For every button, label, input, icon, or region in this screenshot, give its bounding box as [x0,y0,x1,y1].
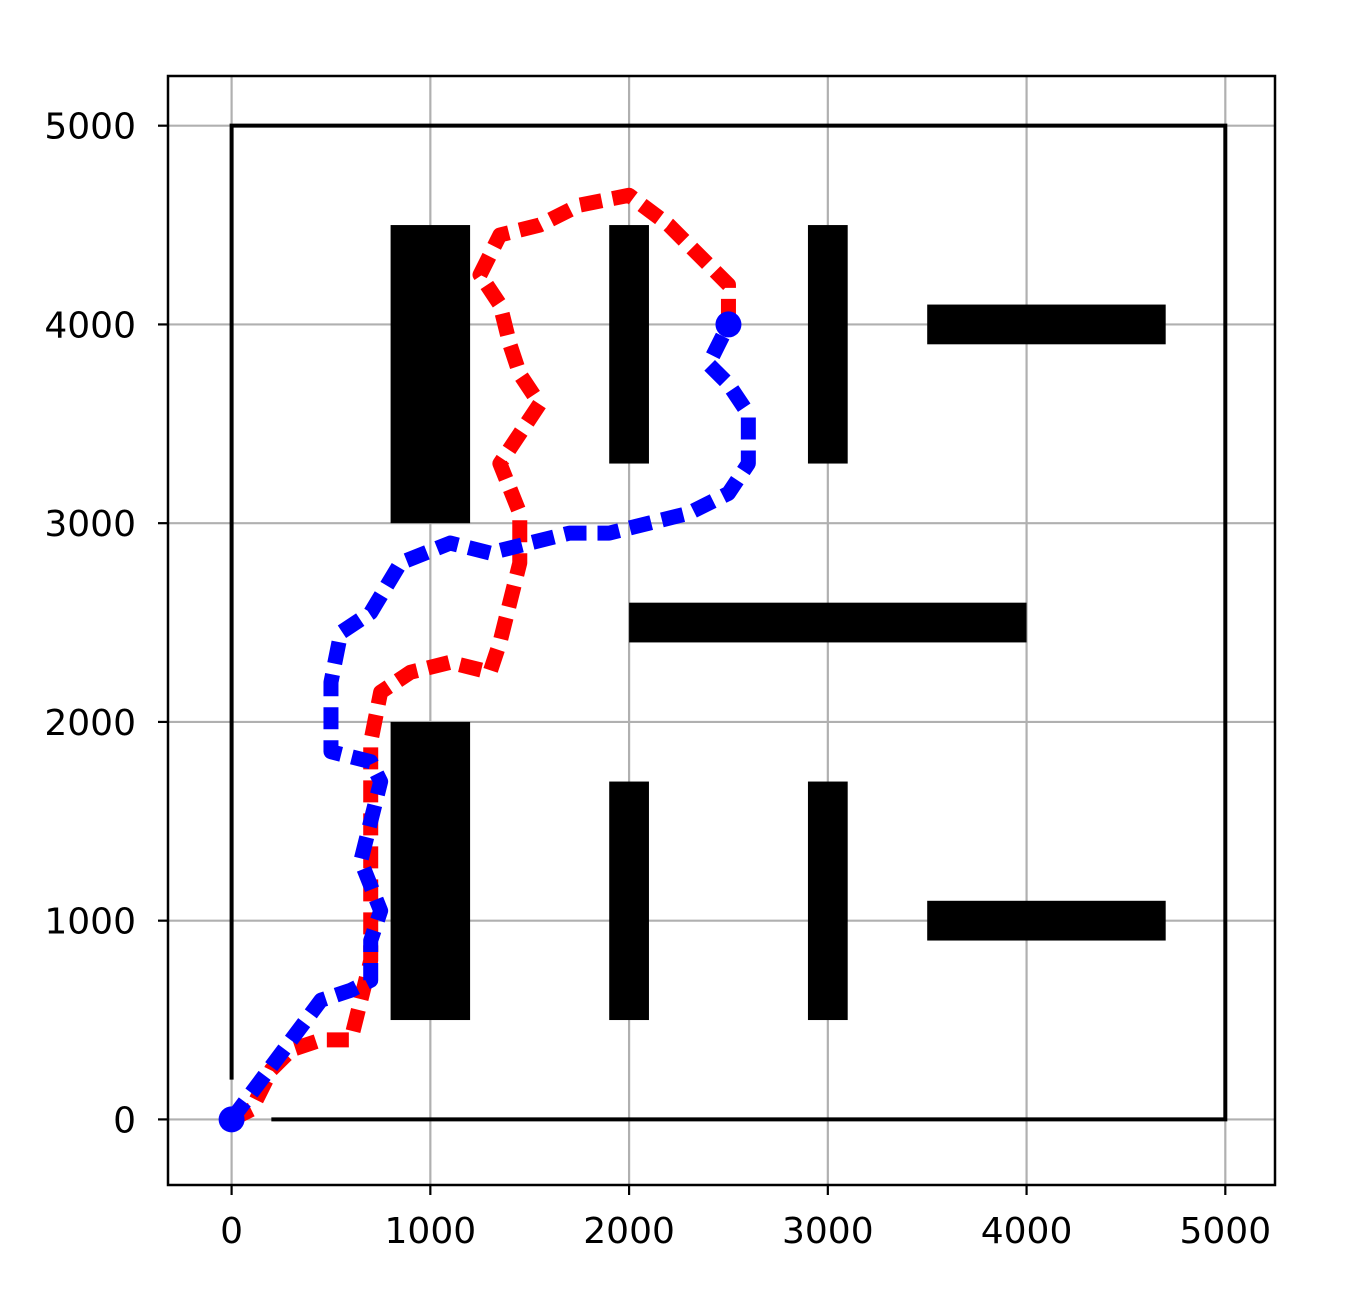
obstacles [390,225,1166,1021]
x-tick-label-0: 0 [220,1211,243,1252]
path-series-2 [228,187,736,1127]
y-tick-label-2000: 2000 [44,703,136,744]
obstacle-2 [609,225,649,464]
obstacle-5 [629,602,1027,643]
obstacle-8 [807,781,848,1021]
axis-ticks [158,124,1227,1195]
start-marker-1 [218,1106,245,1133]
obstacle-7 [609,781,649,1021]
x-tick-label-5000: 5000 [1180,1211,1272,1252]
obstacle-9 [927,900,1166,941]
path-markers [218,311,742,1133]
boundary-wall [229,123,1228,1122]
obstacle-4 [927,304,1166,345]
y-tick-label-3000: 3000 [44,504,136,545]
y-tick-label-4000: 4000 [44,305,136,346]
obstacle-6 [390,721,471,1021]
y-tick-label-5000: 5000 [44,107,136,148]
plot-frame [166,74,1277,1187]
x-tick-label-2000: 2000 [583,1211,675,1252]
path-series-1 [225,321,756,1124]
y-tick-label-0: 0 [113,1100,136,1141]
paths [225,187,756,1127]
map-boundary [229,123,1228,1122]
end-marker-1 [715,311,742,338]
y-tick-label-1000: 1000 [44,902,136,943]
tick-labels: 0 1000 2000 3000 4000 5000 0 1000 2000 3000 4000 50… [44,107,1271,1252]
x-tick-label-3000: 3000 [782,1211,874,1252]
x-tick-label-1000: 1000 [385,1211,477,1252]
obstacle-3 [807,225,848,464]
x-tick-label-4000: 4000 [981,1211,1073,1252]
obstacle-1 [390,225,471,524]
